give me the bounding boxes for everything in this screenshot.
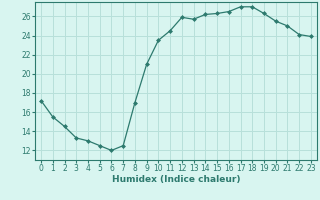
X-axis label: Humidex (Indice chaleur): Humidex (Indice chaleur): [112, 175, 240, 184]
